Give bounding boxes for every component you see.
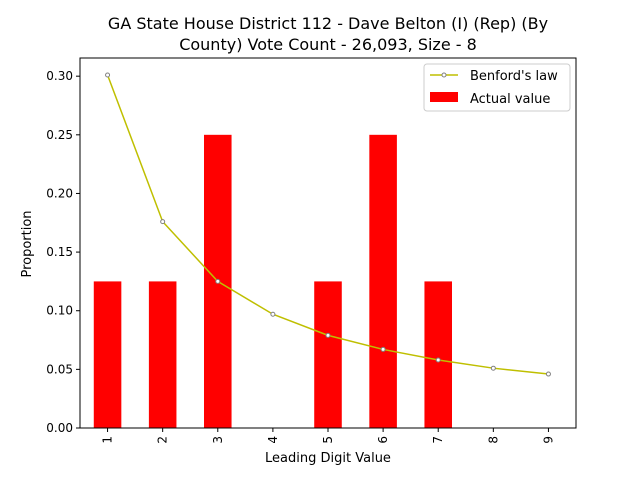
y-tick-label: 0.00 [46, 421, 73, 435]
y-tick-label: 0.20 [46, 186, 73, 200]
legend-line-marker [441, 72, 447, 78]
benford-point-1 [105, 72, 111, 78]
x-tick-label: 3 [211, 436, 225, 444]
bar-series [93, 134, 452, 428]
bar-2 [148, 281, 177, 428]
x-axis-ticks: 1 2 3 4 5 6 7 8 9 [101, 428, 555, 444]
line-series [105, 72, 551, 377]
legend-label-actual: Actual value [470, 92, 550, 107]
bar-6 [369, 134, 397, 428]
benford-point-3 [215, 278, 221, 284]
legend-box [423, 63, 571, 112]
y-axis-label: Proportion [20, 210, 35, 277]
x-tick-label: 2 [156, 436, 170, 444]
y-tick-label: 0.10 [46, 304, 73, 318]
y-tick-label: 0.30 [46, 69, 73, 83]
y-tick-label: 0.15 [46, 245, 73, 259]
bar-1 [93, 281, 122, 428]
x-axis-label: Leading Digit Value [265, 451, 391, 466]
benford-point-6 [380, 346, 386, 352]
chart-title: GA State House District 112 - Dave Belto… [108, 14, 548, 54]
x-tick-label: 5 [321, 436, 335, 444]
benford-point-5 [325, 332, 331, 338]
x-tick-label: 6 [376, 436, 390, 444]
benford-point-8 [490, 365, 496, 371]
x-tick-label: 4 [266, 436, 280, 444]
benford-point-9 [545, 371, 551, 377]
benford-point-7 [435, 357, 441, 363]
y-axis-ticks: 0.00 0.05 0.10 0.15 0.20 0.25 0.30 [46, 69, 80, 435]
benford-point-4 [270, 311, 276, 317]
legend-label-benford: Benford's law [470, 69, 558, 84]
legend-bar-swatch [430, 92, 458, 102]
x-tick-label: 8 [486, 436, 500, 444]
chart-title-line-2: County) Vote Count - 26,093, Size - 8 [179, 35, 477, 54]
x-tick-label: 9 [541, 436, 555, 444]
chart-title-line-1: GA State House District 112 - Dave Belto… [108, 14, 548, 33]
bar-7 [424, 281, 452, 428]
benford-point-2 [160, 219, 166, 225]
legend: Benford's law Actual value [423, 63, 571, 112]
y-tick-label: 0.25 [46, 128, 73, 142]
x-tick-label: 7 [431, 436, 445, 444]
bar-5 [314, 281, 342, 428]
y-tick-label: 0.05 [46, 362, 73, 376]
x-tick-label: 1 [101, 436, 115, 444]
